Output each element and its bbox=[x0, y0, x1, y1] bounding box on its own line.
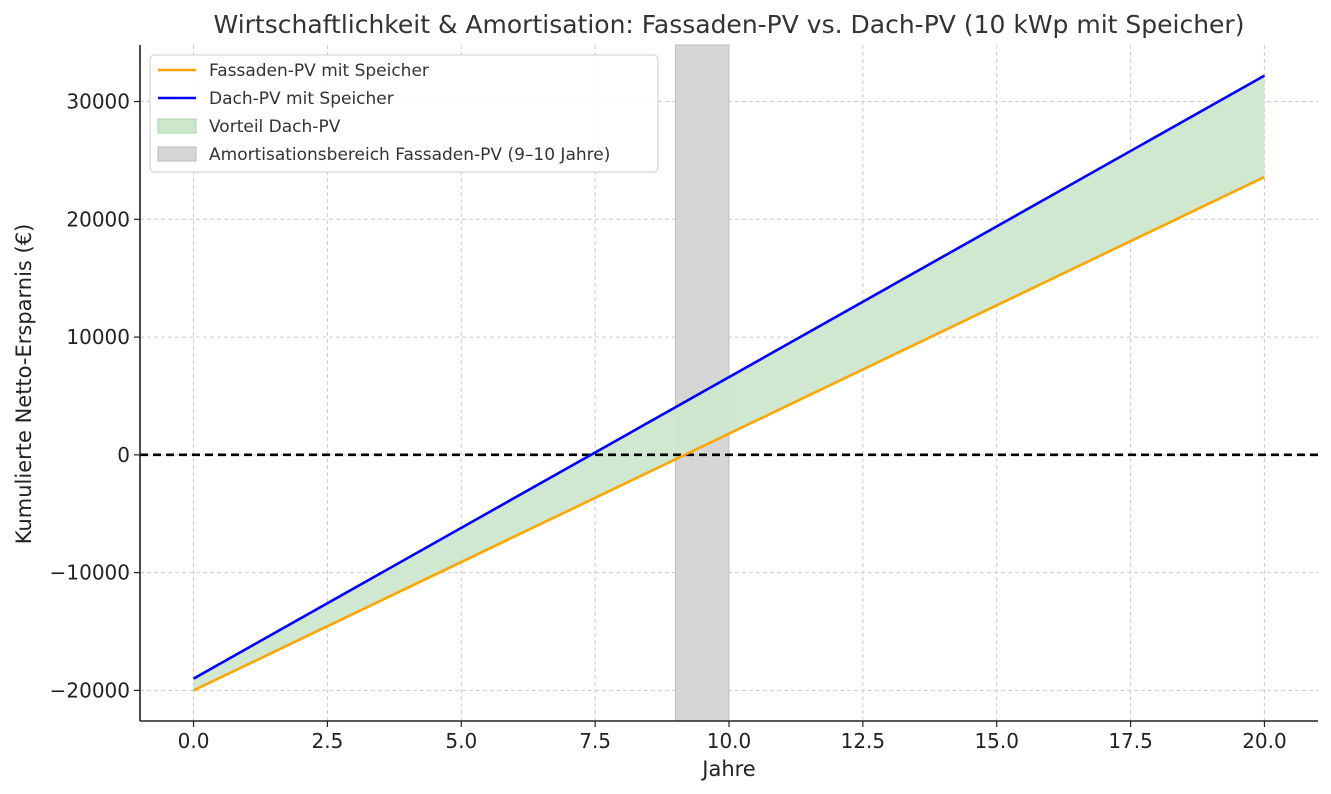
y-tick-label: −20000 bbox=[50, 678, 130, 702]
x-tick-label: 10.0 bbox=[707, 729, 752, 753]
x-tick-label: 12.5 bbox=[841, 729, 886, 753]
x-tick-label: 17.5 bbox=[1108, 729, 1153, 753]
y-tick-label: 10000 bbox=[66, 325, 130, 349]
y-axis-label: Kumulierte Netto-Ersparnis (€) bbox=[12, 224, 36, 545]
legend: Fassaden-PV mit Speicher Dach-PV mit Spei… bbox=[149, 54, 659, 173]
legend-box bbox=[149, 54, 659, 173]
fill-area bbox=[193, 75, 1265, 691]
series-line-1 bbox=[192, 74, 1266, 680]
legend-swatch bbox=[157, 118, 197, 134]
legend-label: Vorteil Dach-PV bbox=[209, 117, 341, 137]
x-ticks: 0.0 2.5 5.0 7.5 10.0 12.5 15.0 17.5 20.0 bbox=[178, 721, 1287, 753]
x-tick-label: 2.5 bbox=[312, 729, 344, 753]
y-tick-label: −10000 bbox=[50, 561, 130, 585]
chart-title: Wirtschaftlichkeit & Amortisation: Fassa… bbox=[214, 10, 1245, 39]
series-line-0 bbox=[192, 175, 1266, 692]
y-tick-label: 30000 bbox=[66, 90, 130, 114]
y-tick-label: 20000 bbox=[66, 207, 130, 231]
x-tick-label: 0.0 bbox=[178, 729, 210, 753]
legend-label: Dach-PV mit Speicher bbox=[209, 89, 394, 109]
legend-swatch bbox=[157, 146, 197, 162]
series-lines bbox=[192, 74, 1266, 692]
legend-label: Amortisationsbereich Fassaden-PV (9–10 J… bbox=[209, 145, 610, 165]
x-tick-label: 20.0 bbox=[1242, 729, 1287, 753]
y-ticks: −20000 −10000 0 10000 20000 30000 bbox=[50, 90, 140, 702]
advantage-fill bbox=[193, 75, 1265, 691]
legend-label: Fassaden-PV mit Speicher bbox=[209, 61, 429, 81]
y-tick-label: 0 bbox=[117, 443, 130, 467]
x-tick-label: 5.0 bbox=[445, 729, 477, 753]
x-axis-label: Jahre bbox=[700, 757, 755, 781]
x-tick-label: 15.0 bbox=[974, 729, 1019, 753]
x-tick-label: 7.5 bbox=[579, 729, 611, 753]
